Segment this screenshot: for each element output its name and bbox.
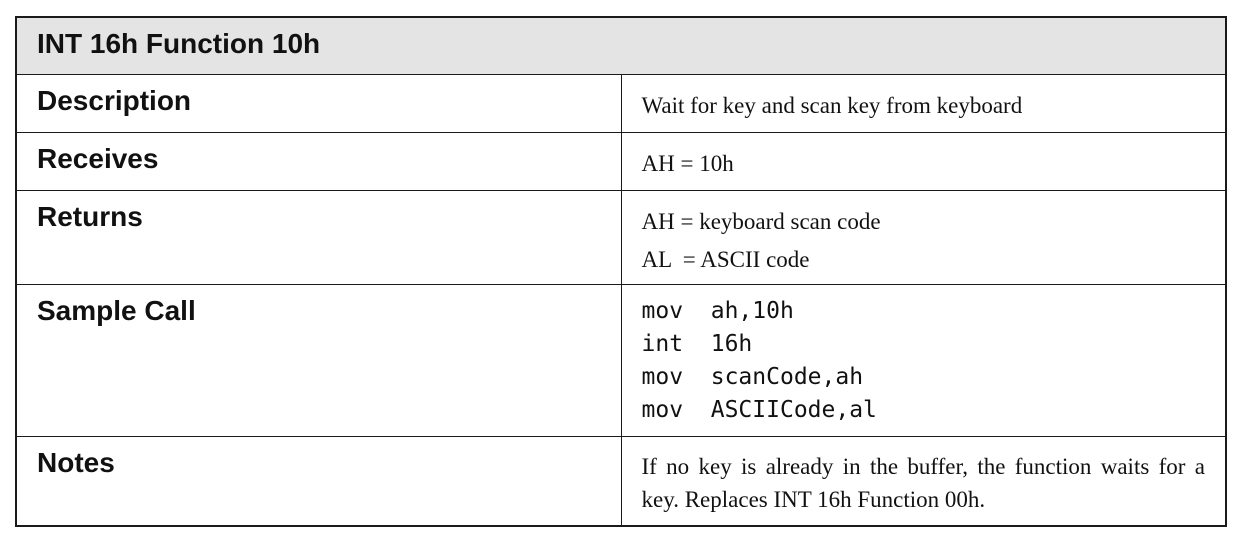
row-value-sample-call: mov ah,10h int 16h mov scanCode,ah mov A…	[620, 283, 1227, 437]
row-label-description: Description	[15, 73, 622, 133]
code-line: int 16h	[641, 330, 753, 357]
returns-line-al: AL = ASCII code	[641, 246, 810, 272]
code-line: mov ASCIICode,al	[641, 396, 877, 423]
row-label-notes: Notes	[15, 435, 622, 527]
table-row-notes: Notes If no key is already in the buffer…	[15, 435, 1227, 527]
returns-line-ah: AH = keyboard scan code	[641, 208, 881, 234]
row-label-receives: Receives	[15, 131, 622, 191]
row-label-sample-call: Sample Call	[15, 283, 622, 437]
table-row-sample-call: Sample Call mov ah,10h int 16h mov scanC…	[15, 283, 1227, 437]
row-value-notes: If no key is already in the buffer, the …	[620, 435, 1227, 527]
row-value-returns: AH = keyboard scan code AL = ASCII code	[620, 189, 1227, 285]
code-line: mov scanCode,ah	[641, 363, 864, 390]
code-line: mov ah,10h	[641, 297, 794, 324]
row-value-description: Wait for key and scan key from keyboard	[620, 73, 1227, 133]
function-reference-table: INT 16h Function 10h Description Wait fo…	[15, 16, 1227, 527]
table-row-returns: Returns AH = keyboard scan code AL = ASC…	[15, 189, 1227, 285]
row-label-returns: Returns	[15, 189, 622, 285]
table-row-description: Description Wait for key and scan key fr…	[15, 73, 1227, 133]
row-value-receives: AH = 10h	[620, 131, 1227, 191]
table-row-receives: Receives AH = 10h	[15, 131, 1227, 191]
table-title: INT 16h Function 10h	[15, 16, 1227, 75]
notes-text: If no key is already in the buffer, the …	[641, 453, 1206, 512]
